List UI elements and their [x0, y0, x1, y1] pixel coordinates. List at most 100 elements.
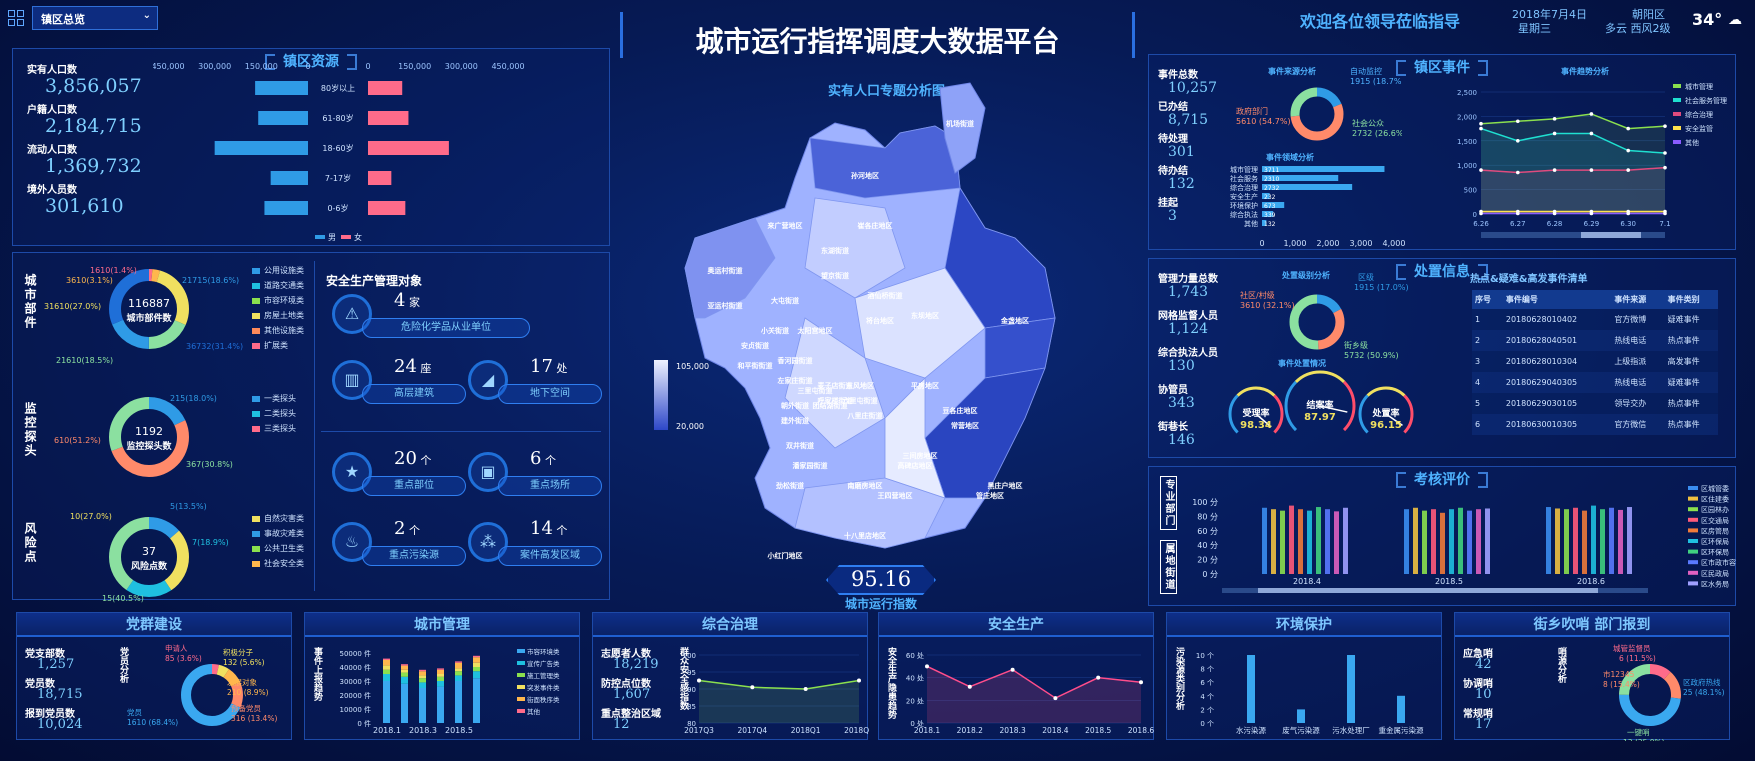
risk-legend-swatch — [252, 546, 260, 552]
city-index-badge — [826, 565, 936, 595]
eval-tick: 80 分 — [1197, 512, 1218, 521]
eval-legend-swatch — [1688, 581, 1698, 586]
city-tick: 40000 件 — [340, 663, 372, 672]
type-cat: 环境保护 — [1230, 201, 1258, 210]
table-row[interactable]: 6 20180630010305 官方微信 热点事件 — [1472, 414, 1718, 435]
type-bar — [1262, 166, 1385, 172]
govern-line — [698, 679, 860, 690]
city-stack-bar — [455, 668, 462, 672]
eval-bar — [1582, 510, 1587, 574]
level-label: 社区/村级 — [1240, 290, 1275, 300]
type-value: 673 — [1264, 203, 1276, 210]
type-bar — [1262, 184, 1353, 190]
eval-legend-label: 区市政市容委 — [1701, 558, 1736, 567]
parts-legend-swatch — [252, 328, 260, 334]
safety-item-label[interactable]: 重点场所 — [498, 476, 602, 496]
weekday-text: 星期三 — [1518, 22, 1551, 35]
table-row[interactable]: 2 20180628040501 热线电话 热点事件 — [1472, 330, 1718, 351]
city-title: 城市管理 — [305, 613, 579, 637]
party-stat-value: 10,024 — [37, 717, 83, 732]
risk-legend-label: 事故灾难类 — [264, 529, 304, 538]
gauge-arc — [1366, 386, 1406, 397]
trend-area-2 — [1481, 167, 1665, 214]
safety-item-label[interactable]: 重点部位 — [362, 476, 466, 496]
level-label: 5732 (50.9%) — [1344, 351, 1399, 360]
safe-point — [1096, 675, 1101, 680]
event-stat-value: 3 — [1168, 208, 1177, 224]
parts-center-value: 116887 — [128, 297, 170, 310]
safety-count-value: 2 — [394, 518, 406, 539]
hot-events-table-title: 热点&疑难&高发事件清单 — [1470, 274, 1588, 285]
monitor-slice-label: 367(30.8%) — [186, 460, 233, 469]
trend-point — [1479, 121, 1483, 126]
parts-legend-label: 道路交通类 — [264, 281, 304, 290]
govern-area — [699, 680, 859, 723]
trend-point — [1626, 126, 1630, 131]
monitor-donut-wrap — [104, 392, 194, 486]
street-side-title: 哨源分析 — [1556, 647, 1566, 683]
type-value: 132 — [1264, 221, 1276, 228]
eval-bar — [1262, 507, 1267, 574]
gauge-value: 96.15 — [1370, 420, 1402, 431]
monitor-donut — [109, 397, 189, 477]
govern-stat-value: 18,219 — [613, 657, 659, 672]
trend-tick: 2,500 — [1457, 89, 1477, 97]
city-stack-bar — [473, 657, 480, 663]
table-header-cell: 事件来源 — [1614, 295, 1647, 304]
table-row[interactable]: 5 20180629030105 领导交办 热点事件 — [1472, 393, 1718, 414]
table-cell: 20180629030105 — [1505, 399, 1578, 408]
stat-value: 301,610 — [45, 195, 124, 217]
street-stat-value: 42 — [1475, 657, 1492, 672]
trend-point — [1552, 117, 1557, 121]
street-stat-label: 协调哨 — [1463, 679, 1493, 690]
eval-legend-swatch — [1688, 549, 1698, 554]
eval-legend-label: 区水务局 — [1701, 579, 1729, 588]
city-stack-bar — [419, 669, 426, 672]
male-bar — [270, 171, 308, 185]
safety-item-label[interactable]: 重点污染源 — [362, 546, 466, 566]
govern-point — [750, 685, 755, 690]
gauge-value: 98.34 — [1240, 420, 1272, 431]
safe-tick: 0 处 — [910, 719, 924, 728]
map-area-label: 东湖街道 — [821, 246, 849, 255]
table-cell: 4 — [1475, 378, 1481, 387]
map-legend-max: 105,000 — [676, 362, 710, 371]
table-row[interactable]: 4 20180629040305 热线电话 疑难事件 — [1472, 372, 1718, 393]
parts-donut — [109, 269, 189, 349]
eval-bar — [1609, 507, 1614, 574]
tick-label: 0 — [305, 63, 310, 71]
type-title: 事件领域分析 — [1266, 152, 1314, 162]
safety-item-label[interactable]: 案件高发区域 — [498, 546, 602, 566]
map-area-label: 东风地区 — [846, 381, 874, 390]
welcome-text: 欢迎各位领导莅临指导 — [1300, 12, 1461, 31]
table-cell: 20180628010402 — [1505, 315, 1578, 324]
safety-count: 20 个 — [394, 448, 431, 469]
level-label: 区级 — [1358, 272, 1374, 282]
type-bar — [1262, 220, 1267, 226]
risk-slice-label: 10(27.0%) — [70, 512, 112, 521]
table-row[interactable]: 1 20180628010402 官方微博 疑难事件 — [1472, 309, 1718, 330]
eval-legend-label: 区环保局 — [1701, 537, 1729, 546]
map-area-label: 潘家园街道 — [793, 461, 828, 470]
party-stat-value: 18,715 — [37, 687, 83, 702]
age-label: 61-80岁 — [322, 113, 353, 123]
region-select[interactable]: 镇区总览 ⌄ — [32, 6, 158, 30]
type-value: 339 — [1264, 212, 1276, 219]
source-label: 2732 (26.6%) — [1352, 129, 1402, 138]
type-tick: 3,000 — [1350, 239, 1373, 248]
table-cell: 热线电话 — [1614, 336, 1647, 345]
eval-bar — [1316, 507, 1321, 574]
safety-item-label[interactable]: 高层建筑 — [362, 384, 466, 404]
table-row[interactable]: 3 20180628010304 上级指派 高发事件 — [1472, 351, 1718, 372]
grid-menu-icon[interactable] — [8, 10, 24, 26]
table-cell: 20180628040501 — [1505, 336, 1578, 345]
eval-bar — [1458, 507, 1463, 574]
district-text: 朝阳区 — [1632, 8, 1665, 21]
district-region-5 — [794, 477, 946, 549]
safe-x-label: 2018.4 — [1042, 726, 1068, 735]
city-stack-bar — [419, 682, 426, 688]
safety-item-label[interactable]: 地下空间 — [498, 384, 602, 404]
safety-item-label[interactable]: 危险化学品从业单位 — [362, 318, 530, 338]
